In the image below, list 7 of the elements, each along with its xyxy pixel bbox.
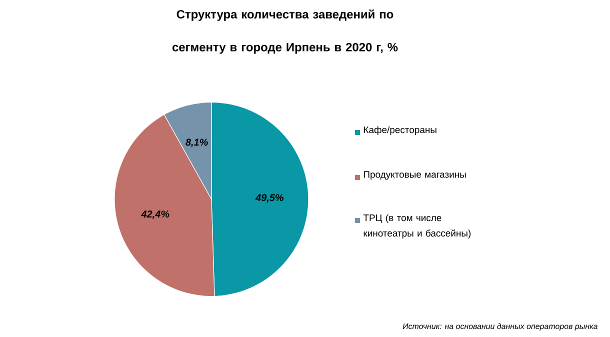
legend-label: ТРЦ (в том числе кинотеатры и бассейны) [363,214,471,238]
data-label: 8,1% [186,138,208,148]
chart-title: Структура количества заведений по сегменту в городе Ирпень в 2020 г, % [172,10,398,54]
legend-label: Кафе/рестораны [364,126,436,136]
data-label: 49,5% [255,194,284,203]
data-label: 42,4% [141,210,170,220]
legend-label: Продуктовые магазины [364,171,466,180]
